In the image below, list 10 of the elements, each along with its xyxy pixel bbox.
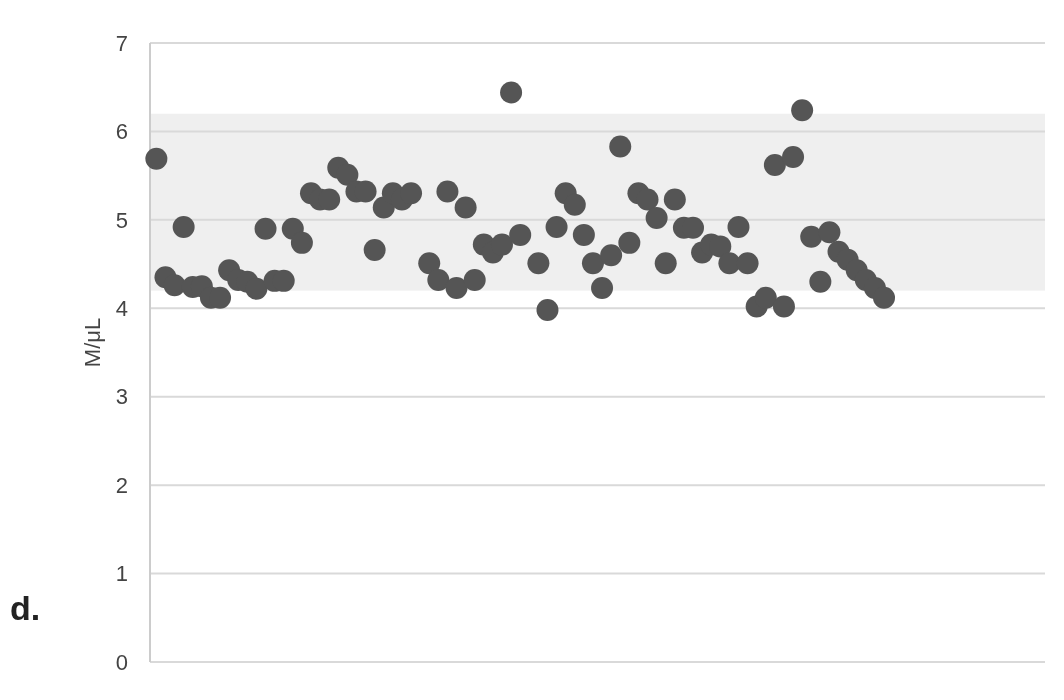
y-tick-label: 6	[115, 119, 128, 145]
y-tick-label: 5	[115, 207, 128, 233]
y-tick-label: 3	[115, 384, 128, 410]
y-tick-label: 7	[115, 30, 128, 56]
y-tick-label: 4	[115, 295, 128, 321]
y-tick-label: 1	[115, 561, 128, 587]
text: d.	[10, 589, 41, 627]
y-tick-label: 2	[115, 472, 128, 498]
y-axis-title: M/μL	[80, 317, 105, 368]
y-tick-label: 0	[115, 649, 128, 675]
